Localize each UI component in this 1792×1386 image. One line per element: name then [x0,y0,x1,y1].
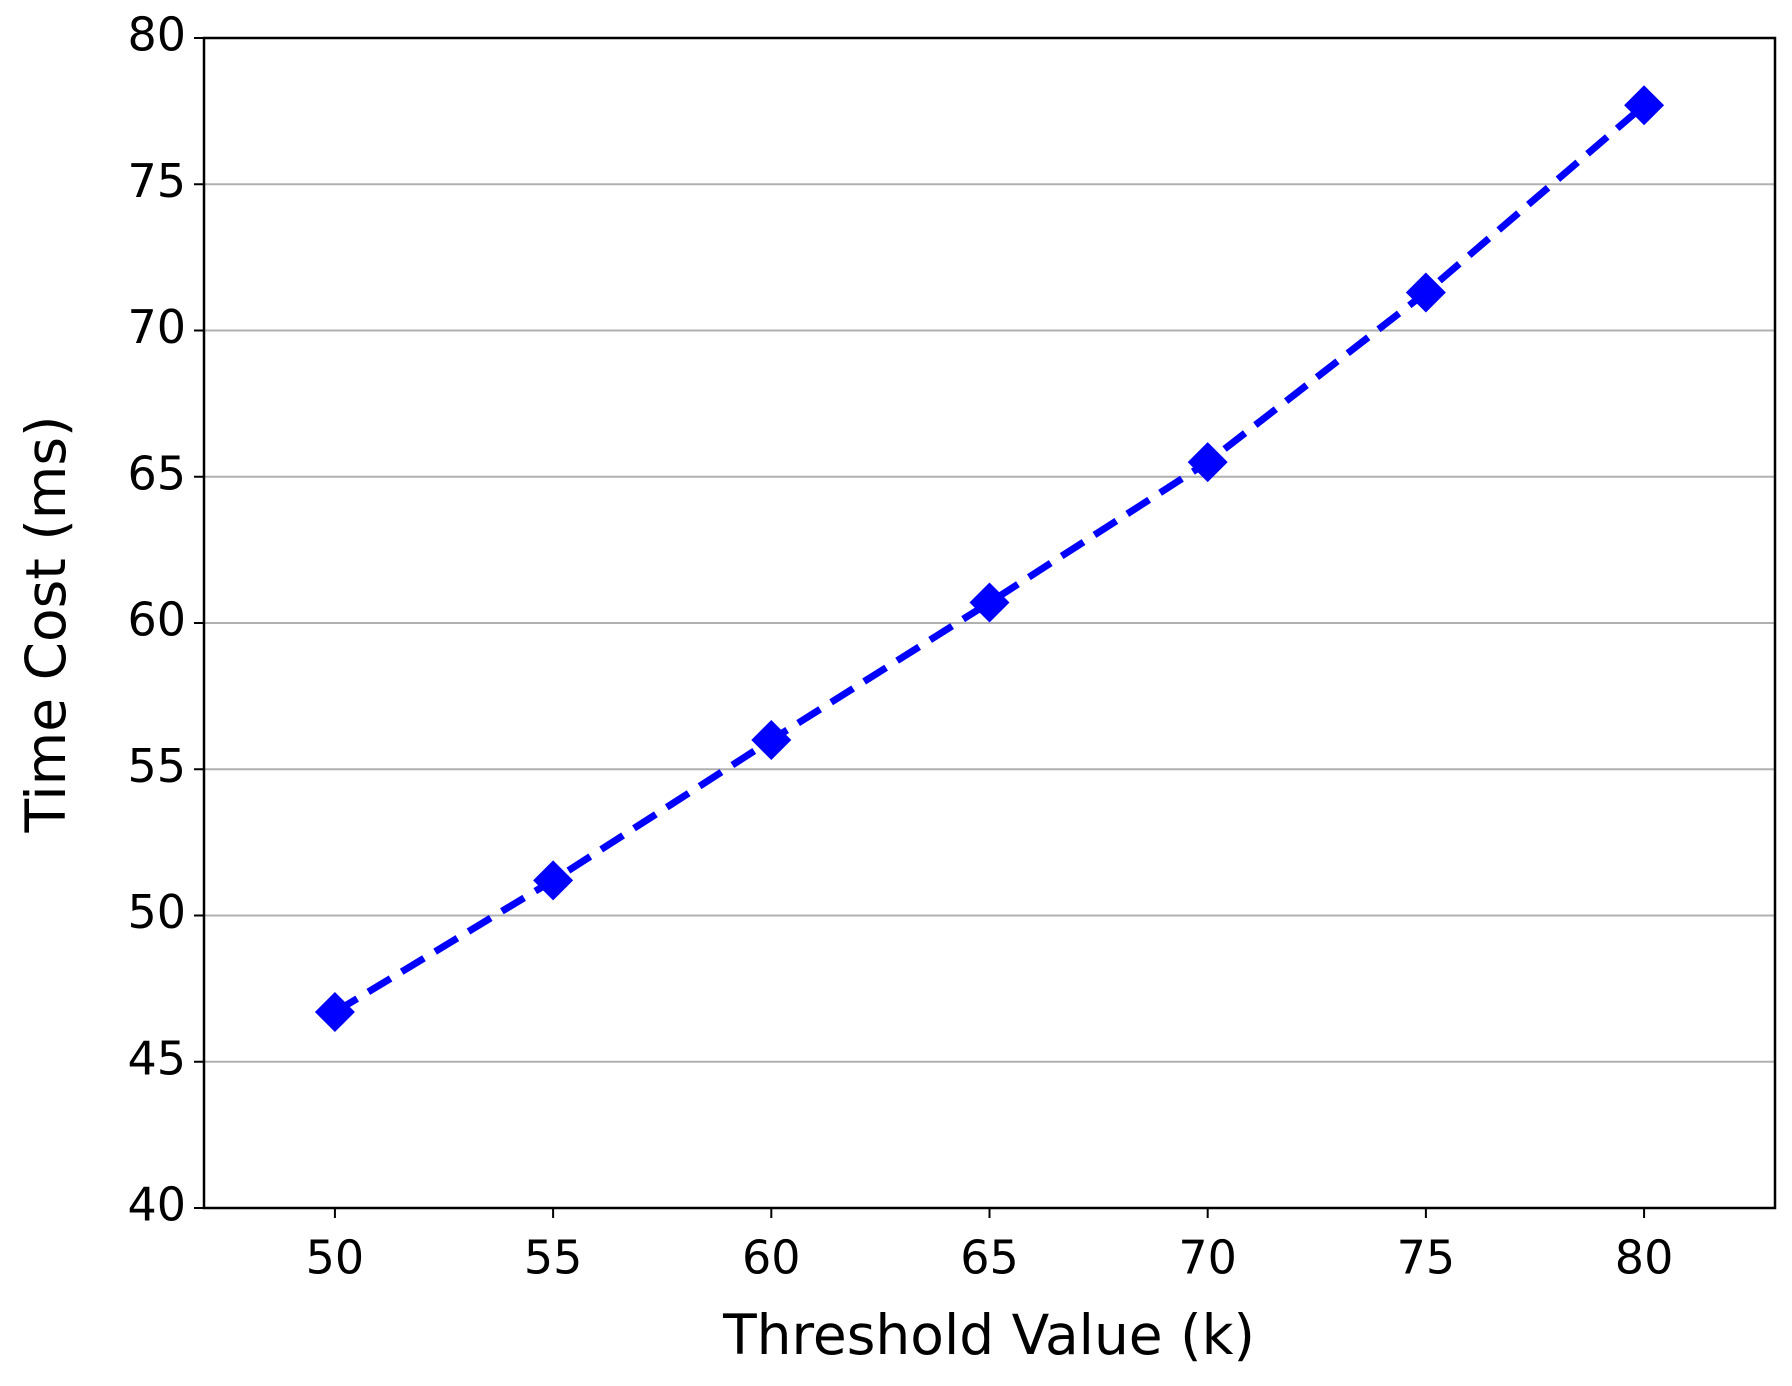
x-tick-label: 60 [742,1231,801,1285]
data-point [314,992,355,1033]
data-point [751,720,792,760]
x-tick-label: 80 [1615,1231,1674,1285]
y-tick-label: 65 [127,446,186,500]
x-axis-label: Threshold Value (k) [722,1303,1255,1367]
y-tick-label: 70 [127,300,186,354]
y-tick-label: 80 [127,8,186,62]
plot-frame [202,36,1777,1210]
data-point [1405,272,1446,313]
y-tick-label: 55 [127,739,186,793]
y-tick-label: 40 [127,1178,186,1232]
x-tick-label: 55 [524,1231,583,1285]
x-tick-label: 65 [960,1231,1019,1285]
x-tick-label: 75 [1397,1231,1456,1285]
y-axis-label: Time Cost (ms) [14,416,78,834]
y-tick-label: 60 [127,593,186,647]
data-line [333,102,1647,1016]
y-tick-label: 45 [127,1031,186,1085]
x-tick-label: 70 [1178,1231,1237,1285]
y-tick-label: 50 [127,885,186,939]
data-point [533,860,574,901]
x-tick-label: 50 [306,1231,365,1285]
data-point [969,582,1010,623]
y-tick-label: 75 [127,154,186,208]
data-point [1624,85,1665,126]
data-point [1187,442,1228,483]
